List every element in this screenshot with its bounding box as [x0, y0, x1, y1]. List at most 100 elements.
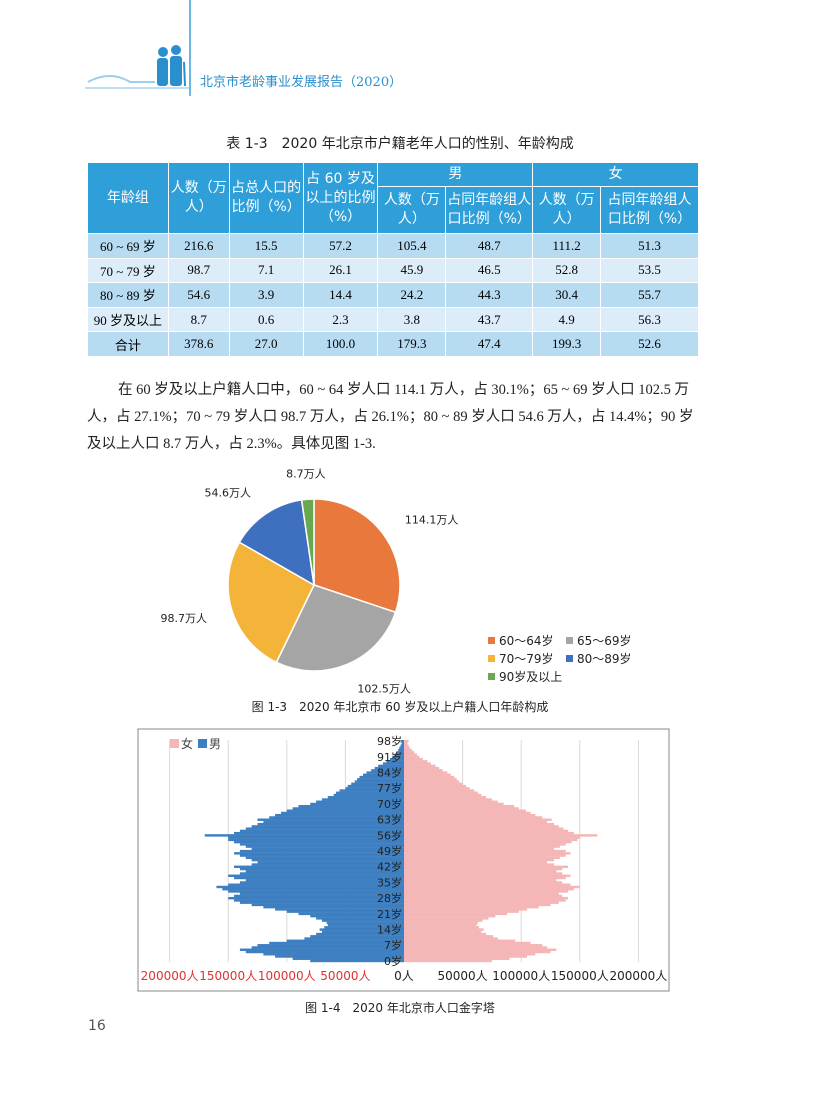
pyramid-bar: [292, 807, 404, 810]
age-label: 7岁: [384, 938, 402, 952]
table-cell: 26.1: [302, 257, 379, 284]
table-cell: 111.2: [532, 233, 602, 259]
pyramid-bar: [216, 885, 404, 889]
pyramid-bar: [404, 910, 519, 913]
table-cell: 199.3: [532, 331, 602, 357]
table-cell: 90 岁及以上: [87, 306, 169, 333]
table-cell: 105.4: [377, 233, 447, 259]
pyramid-bar: [378, 764, 404, 768]
pyramid-bar: [394, 753, 404, 756]
table-cell: 57.2: [302, 233, 379, 259]
pyramid-bar: [404, 834, 598, 837]
table-cell: 46.5: [445, 257, 534, 284]
pyramid-bar: [404, 858, 555, 862]
legend-label: 80～89岁: [577, 651, 632, 666]
table-cell: 合计: [87, 331, 169, 357]
age-label: 98岁: [377, 734, 402, 748]
pyramid-bar: [404, 796, 487, 799]
pyramid-bar: [239, 872, 404, 875]
pyramid-bar: [404, 816, 543, 819]
pyramid-bar: [404, 955, 528, 958]
figure-caption: 图 1-4 2020 年北京市人口金字塔: [305, 1000, 495, 1015]
table-cell: 15.5: [228, 233, 304, 259]
page-number: 16: [88, 1018, 106, 1034]
pyramid-bar: [239, 901, 404, 904]
pyramid-bar: [404, 883, 571, 886]
pyramid-bar: [404, 811, 531, 815]
table-cell: 53.5: [600, 257, 699, 284]
pyramid-bar: [245, 856, 404, 860]
pyramid-bar: [404, 809, 526, 812]
pyramid-bar: [404, 946, 547, 949]
pyramid-bar: [286, 809, 404, 812]
pyramid-bar: [245, 950, 404, 954]
age-label: 70岁: [377, 797, 402, 811]
header-cell: 人数（万人）: [532, 186, 602, 234]
pyramid-bar: [404, 787, 470, 790]
table-cell: 4.9: [532, 306, 602, 333]
pie-label: 54.6万人: [204, 486, 251, 499]
table-cell: 3.9: [228, 282, 304, 308]
pyramid-bar: [404, 798, 492, 801]
table-cell: 216.6: [167, 233, 230, 259]
pyramid-bar: [204, 834, 404, 837]
header-cell: 女: [532, 162, 699, 187]
pyramid-bar: [234, 852, 404, 855]
pyramid-bar: [222, 888, 404, 891]
header-title: 北京市老龄事业发展报告（2020）: [200, 74, 402, 90]
x-tick-label: 50000人: [438, 969, 488, 983]
pyramid-bar: [234, 840, 404, 844]
pyramid-bar: [404, 928, 484, 931]
pyramid-bar: [239, 829, 404, 833]
pyramid-bar: [257, 822, 404, 826]
header-row: 年龄组 人数（万人） 占总人口的比例（%）占 60 岁及以上的比例（%）男女: [87, 162, 699, 234]
pyramid-bar: [228, 874, 404, 877]
table-cell: 51.3: [600, 233, 699, 259]
pyramid-frame: [137, 728, 670, 992]
pyramid-bar: [366, 771, 404, 774]
pyramid-bar: [404, 959, 492, 963]
pyramid-bar: [327, 796, 404, 799]
pyramid-bar: [382, 762, 404, 765]
pyramid-bar: [404, 863, 555, 866]
table-cell: 27.0: [228, 331, 304, 357]
pyramid-bar: [228, 838, 404, 842]
table-cell: 52.6: [600, 331, 699, 357]
table-cell: 98.7: [167, 257, 230, 284]
pyramid-bar: [404, 905, 539, 909]
header-cell: 人数（万人）: [377, 186, 447, 234]
pyramid-bar: [228, 896, 404, 900]
legend-swatch: [170, 739, 179, 748]
pyramid-bar: [310, 914, 404, 918]
pyramid-bar: [359, 775, 404, 779]
pie-label: 8.7万人: [286, 467, 326, 480]
pyramid-bar: [400, 740, 404, 743]
pyramid-bar: [404, 843, 566, 846]
pyramid-bar: [234, 894, 404, 898]
header-row: 人数（万人） 占同年龄组人口比例（%） 人数（万人） 占同年龄组人口比例（%）: [88, 186, 699, 234]
pyramid-bar: [404, 941, 531, 945]
pyramid-bar: [404, 849, 566, 853]
pyramid-bar: [404, 923, 477, 927]
pyramid-bar: [404, 921, 478, 925]
pyramid-bar: [239, 948, 404, 951]
age-label: 21岁: [377, 907, 402, 921]
pyramid-bar: [234, 899, 404, 902]
pyramid-bar: [404, 879, 557, 882]
table-cell: 45.9: [377, 257, 447, 284]
pyramid-bar: [404, 742, 408, 745]
pyramid-bar: [404, 919, 483, 922]
pyramid-bar: [371, 769, 404, 772]
pyramid-bar: [286, 939, 404, 943]
pyramid-bar: [404, 771, 448, 774]
pyramid-bar: [404, 926, 480, 929]
pyramid-bar: [327, 923, 404, 927]
pyramid-bar: [404, 914, 496, 918]
pyramid-bar: [404, 778, 457, 781]
pyramid-bar: [239, 843, 404, 846]
pyramid-bar: [316, 800, 404, 803]
pyramid-bar: [404, 932, 487, 936]
pyramid-bar: [404, 805, 515, 808]
pyramid-bar: [404, 885, 580, 889]
pyramid-bar: [321, 930, 404, 934]
